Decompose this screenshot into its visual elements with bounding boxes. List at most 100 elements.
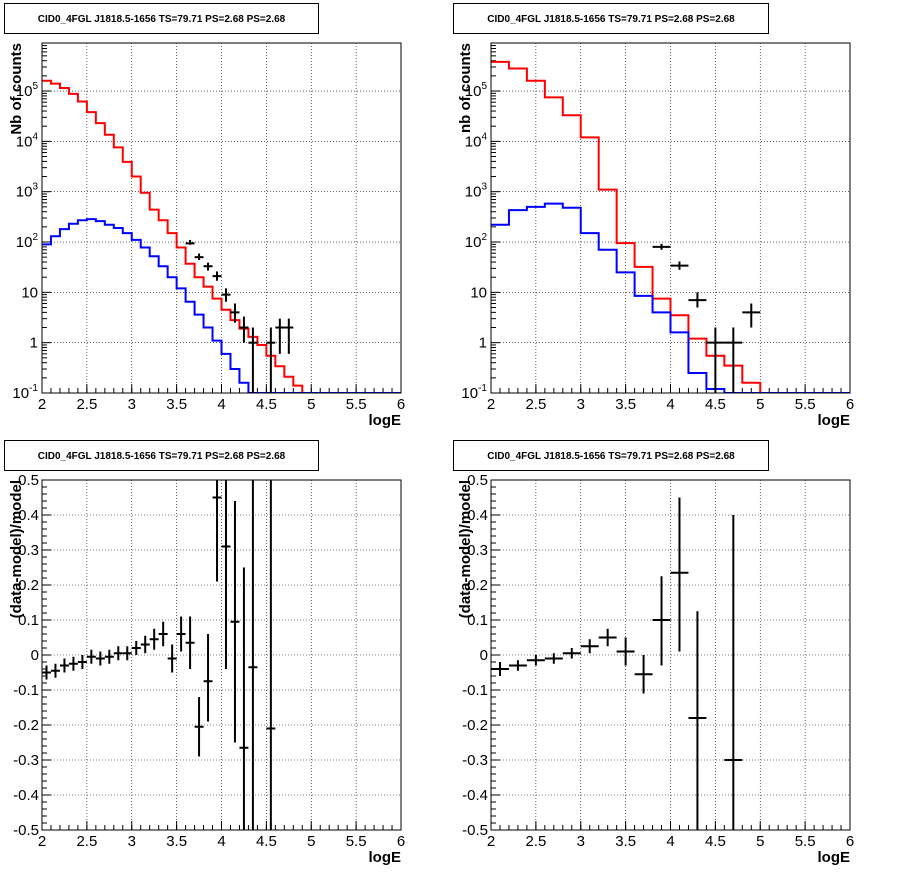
data-point xyxy=(266,327,276,393)
y-tick-label: -0.3 xyxy=(13,752,39,769)
y-tick-label: -0.1 xyxy=(13,682,39,699)
data-point xyxy=(724,327,743,393)
total-model-series xyxy=(42,79,401,393)
x-tick-label: 2 xyxy=(38,396,46,413)
y-tick-label: 0.1 xyxy=(18,612,39,629)
data-point xyxy=(616,637,635,666)
x-tick-label: 2.5 xyxy=(76,396,97,413)
panel-1-title: CID0_4FGL J1818.5-1656 TS=79.71 PS=2.68 … xyxy=(4,3,319,34)
data-point xyxy=(77,655,87,669)
source-model-series xyxy=(491,202,850,393)
data-point xyxy=(239,567,249,830)
y-tick-label: 0.1 xyxy=(467,612,488,629)
y-tick-label: 105 xyxy=(465,81,488,100)
panel-1: 2 2.5 3 3.5 4 4.5 5 5.5 6 10-1 1 10 102 103 104 105 logE… xyxy=(8,42,405,429)
data-point xyxy=(194,697,204,757)
data-point xyxy=(508,660,527,671)
data-point xyxy=(185,616,195,669)
x-tick-label: 3 xyxy=(577,833,585,850)
x-tick-label: 5 xyxy=(307,396,315,413)
x-tick-label: 3 xyxy=(128,833,136,850)
x-tick-label: 6 xyxy=(846,833,854,850)
y-tick-label: 0 xyxy=(480,647,488,664)
data-point xyxy=(167,644,177,673)
data-point xyxy=(59,658,69,673)
x-tick-label: 2 xyxy=(38,833,46,850)
x-tick-label: 6 xyxy=(397,396,405,413)
x-tick-label: 5 xyxy=(756,396,764,413)
x-tick-label: 5.5 xyxy=(795,396,816,413)
plot-frame xyxy=(490,479,851,831)
y-axis-label: (data-model)/model xyxy=(457,480,474,618)
x-tick-label: 4.5 xyxy=(705,396,726,413)
y-tick-label: -0.2 xyxy=(462,717,488,734)
data-point xyxy=(670,261,689,270)
y-tick-label: 10-1 xyxy=(12,383,38,402)
x-tick-label: 4.5 xyxy=(256,396,277,413)
data-point xyxy=(580,639,599,654)
y-tick-label: -0.5 xyxy=(462,822,488,839)
y-tick-label: -0.3 xyxy=(462,752,488,769)
data-point xyxy=(104,649,114,664)
data-point xyxy=(652,576,671,666)
x-tick-label: 2.5 xyxy=(76,833,97,850)
data-point xyxy=(724,515,743,830)
y-tick-label: 10 xyxy=(21,284,38,301)
data-point xyxy=(203,262,213,271)
data-point xyxy=(194,253,204,260)
y-tick-label: 102 xyxy=(16,232,39,251)
panel-2-title: CID0_4FGL J1818.5-1656 TS=79.71 PS=2.68 … xyxy=(453,3,769,34)
x-tick-label: 5.5 xyxy=(346,396,367,413)
data-point xyxy=(239,316,249,343)
x-tick-label: 4 xyxy=(666,833,674,850)
x-tick-label: 5.5 xyxy=(795,833,816,850)
y-tick-label: 10 xyxy=(470,284,487,301)
y-tick-label: 0.5 xyxy=(467,472,488,489)
y-tick-label: 103 xyxy=(16,182,39,201)
x-tick-label: 3.5 xyxy=(615,833,636,850)
x-tick-label: 5.5 xyxy=(346,833,367,850)
y-tick-label: 0.2 xyxy=(467,577,488,594)
y-tick-label: 0.3 xyxy=(467,542,488,559)
y-tick-label: 1 xyxy=(30,335,38,352)
x-tick-label: 6 xyxy=(846,396,854,413)
x-tick-label: 3 xyxy=(577,396,585,413)
data-point xyxy=(562,648,581,659)
y-tick-label: -0.1 xyxy=(462,682,488,699)
data-point xyxy=(670,497,689,652)
data-point xyxy=(266,480,276,830)
data-point xyxy=(212,480,222,582)
x-tick-label: 4.5 xyxy=(705,833,726,850)
data-point xyxy=(284,318,294,354)
source-model-series xyxy=(42,218,401,393)
y-axis-label: nb of counts xyxy=(457,43,474,133)
panel-4-title: CID0_4FGL J1818.5-1656 TS=79.71 PS=2.68 … xyxy=(453,440,769,471)
data-point xyxy=(42,665,51,680)
y-tick-label: 104 xyxy=(465,131,488,150)
data-point xyxy=(68,656,78,671)
panel-2: 2 2.5 3 3.5 4 4.5 5 5.5 6 10-1 1 10 102 103 104 105 logE… xyxy=(457,42,854,429)
data-point xyxy=(50,663,60,678)
y-axis-label: (data-model)/model xyxy=(8,480,25,618)
data-point xyxy=(131,641,141,655)
data-point xyxy=(688,611,707,830)
y-tick-label: 0 xyxy=(31,647,39,664)
y-tick-label: 0.3 xyxy=(18,542,39,559)
panel-3: 2 2.5 3 3.5 4 4.5 5 5.5 6 -0.5 -0.4 -0.3 -0.2 -0.1 0 0.… xyxy=(8,472,405,866)
y-axis-label: Nb of counts xyxy=(8,43,25,135)
panel-4: 2 2.5 3 3.5 4 4.5 5 5.5 6 -0.5 -0.4 -0.3 -0.2 -0.1 0 0.… xyxy=(457,472,854,866)
data-point xyxy=(149,628,159,650)
x-tick-label: 3.5 xyxy=(615,396,636,413)
data-point xyxy=(248,480,258,830)
y-tick-label: -0.2 xyxy=(13,717,39,734)
data-point xyxy=(212,271,222,281)
x-axis-label: logE xyxy=(369,412,402,429)
data-point xyxy=(203,634,213,722)
data-point xyxy=(248,327,258,393)
data-point xyxy=(113,646,123,661)
y-tick-label: -0.4 xyxy=(462,787,488,804)
y-tick-label: 0.5 xyxy=(18,472,39,489)
data-point xyxy=(185,239,195,245)
data-point xyxy=(176,616,186,652)
